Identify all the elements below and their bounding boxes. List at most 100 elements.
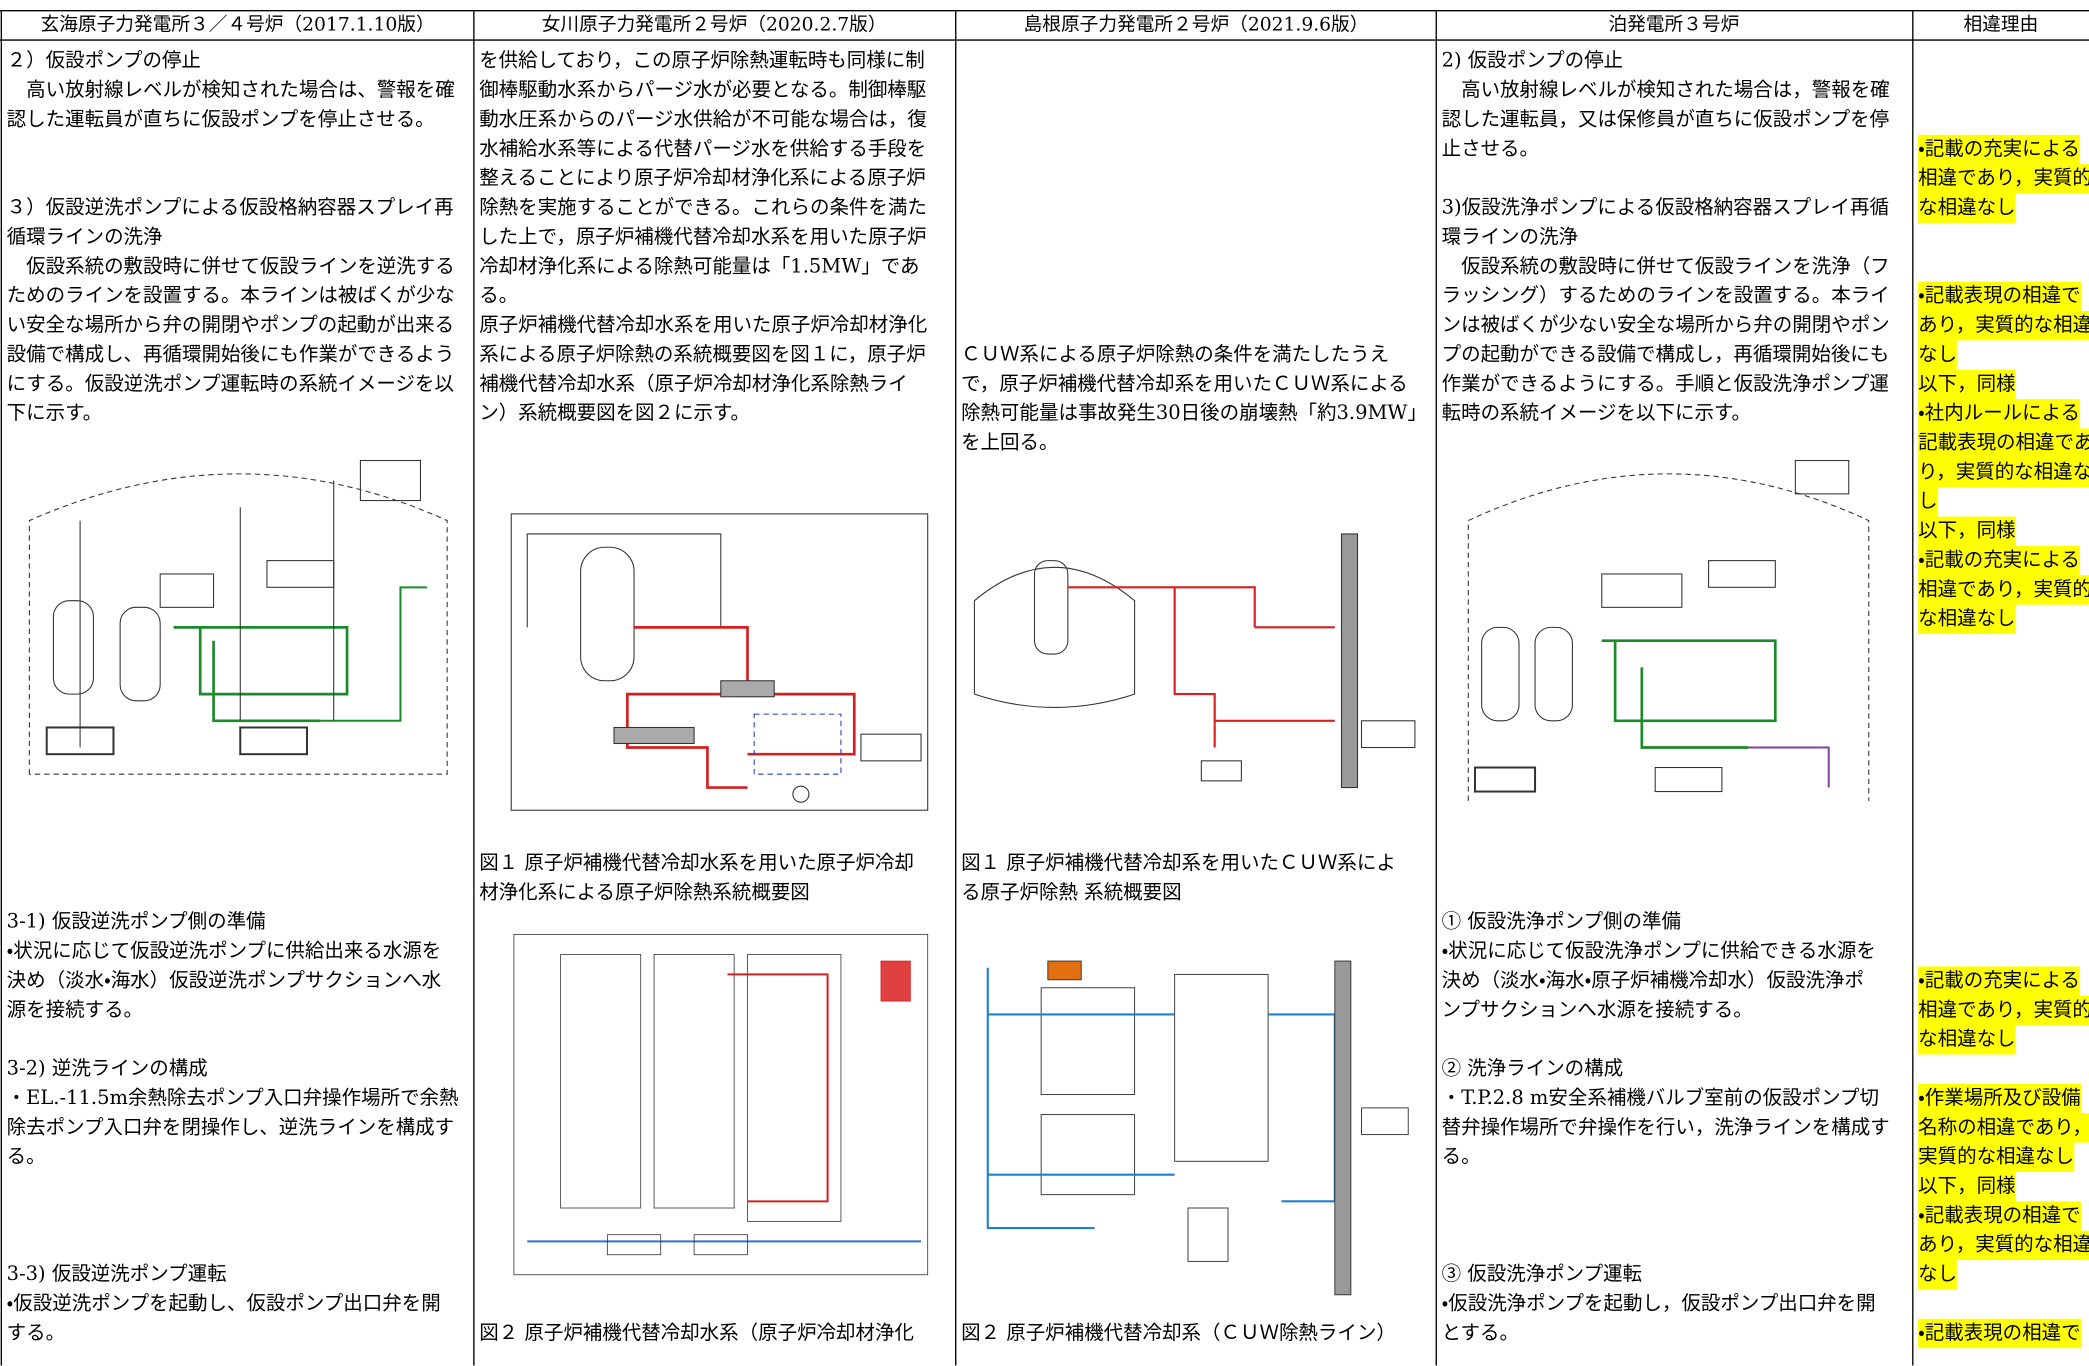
diagram-genkai	[28, 459, 448, 775]
reason-line: 以下，同様	[1918, 1171, 2016, 1202]
text-line: ２）仮設ポンプの停止	[6, 49, 201, 73]
text-line: 3)仮設洗浄ポンプによる仮設格納容器スプレイ再循	[1441, 196, 1889, 219]
column-header: 女川原子力発電所２号炉（2020.2.7版）	[541, 14, 887, 37]
text-line: 3-1) 仮設逆洗ポンプ側の準備	[6, 910, 266, 934]
reason-line: なし	[1918, 340, 1958, 370]
reason-line: 実質的な相違なし	[1918, 1142, 2074, 1172]
text-line: ① 仮設洗浄ポンプ側の準備	[1441, 910, 1681, 934]
text-line: 御棒駆動水系からパージ水が必要となる。制御棒駆	[479, 78, 927, 102]
text-line: 替弁操作場所で弁操作を行い，洗浄ラインを構成す	[1441, 1115, 1890, 1139]
text-line: る。	[479, 284, 519, 308]
diagram-shimane-1	[973, 533, 1416, 789]
reason-line: あり，実質的な相違	[1918, 311, 2089, 341]
diagram-onagawa-1	[510, 513, 929, 811]
reason-line: ・作業場所及び設備	[1918, 1083, 2081, 1114]
reason-line: 相違であり，実質的	[1918, 995, 2089, 1026]
text-line: ためのラインを設置する。本ラインは被ばくが少な	[6, 284, 455, 308]
reason-line: 相違であり，実質的	[1918, 575, 2089, 605]
text-line: を供給しており，この原子炉除熱運転時も同様に制	[479, 49, 925, 73]
text-line: い安全な場所から弁の開閉やポンプの起動が出来る	[6, 313, 455, 337]
text-line: 整えることにより原子炉冷却材浄化系による原子炉	[479, 166, 926, 190]
text-line: ・仮設逆洗ポンプを起動し、仮設ポンプ出口弁を開	[6, 1292, 441, 1315]
text-line: 除熱を実施することができる。これらの条件を満た	[479, 196, 927, 219]
text-line: ３）仮設逆洗ポンプによる仮設格納容器スプレイ再	[6, 196, 454, 219]
reason-line: なし	[1918, 1260, 1958, 1290]
text-line: 認した運転員が直ちに仮設ポンプを停止させる。	[6, 108, 435, 131]
reason-line: り，実質的な相違な	[1918, 457, 2089, 488]
column-header: 相違理由	[1963, 14, 2039, 37]
text-line: を上回る。	[961, 431, 1059, 454]
text-line: ン）系統概要図を図２に示す。	[479, 401, 750, 425]
text-line: ・仮設洗浄ポンプを起動し，仮設ポンプ出口弁を開	[1441, 1292, 1876, 1315]
reason-line: な相違なし	[1918, 604, 2016, 635]
text-line: ンプサクションへ水源を接続する。	[1441, 998, 1753, 1022]
column-header: 島根原子力発電所２号炉（2021.9.6版）	[1023, 14, 1369, 37]
reason-line: 相違であり，実質的	[1918, 164, 2089, 194]
text-line: 設備で構成し、再循環開始後にも作業ができるよう	[6, 343, 455, 366]
text-line: 認した運転員，又は保修員が直ちに仮設ポンプを停	[1441, 108, 1890, 131]
text-line: る。	[6, 1145, 46, 1168]
text-line: 図１ 原子炉補機代替冷却系を用いたＣＵＷ系によ	[961, 851, 1396, 875]
text-line: ラッシング）するためのラインを設置する。本ライ	[1441, 284, 1890, 308]
column-header: 玄海原子力発電所３／４号炉（2017.1.10版）	[40, 14, 435, 37]
text-line: ・T.P.2.8 m安全系補機バルブ室前の仮設ポンプ切	[1441, 1086, 1879, 1110]
text-line: する。	[6, 1321, 66, 1345]
diagram-tomari	[1467, 459, 1870, 801]
text-line: 高い放射線レベルが検知された場合は、警報を確	[6, 78, 455, 102]
text-line: 動水圧系からのパージ水供給が不可能な場合は，復	[479, 108, 927, 131]
text-line: 2) 仮設ポンプの停止	[1441, 49, 1624, 73]
text-line: ・状況に応じて仮設洗浄ポンプに供給できる水源を	[1441, 939, 1876, 963]
text-line: 冷却材浄化系による除熱可能量は「1.5MW」であ	[479, 254, 920, 278]
reason-line: ・記載の充実による	[1918, 966, 2081, 996]
text-line: 下に示す。	[6, 401, 103, 425]
text-line: した上で，原子炉補機代替冷却水系を用いた原子炉	[479, 225, 927, 249]
text-line: 源を接続する。	[6, 998, 144, 1022]
text-line: 3-2) 逆洗ラインの構成	[6, 1057, 208, 1080]
reason-line: 記載表現の相違であ	[1918, 428, 2089, 458]
reason-line: ・記載の充実による	[1918, 134, 2081, 165]
text-line: 決め（淡水・海水）仮設逆洗ポンプサクションへ水	[6, 969, 442, 992]
text-line: 水補給水系等による代替パージ水を供給する手段を	[479, 137, 927, 161]
text-line: る原子炉除熱 系統概要図	[961, 880, 1182, 904]
text-line: 補機代替冷却水系（原子炉冷却材浄化系除熱ライ	[479, 372, 908, 396]
text-line: にする。仮設逆洗ポンプ運転時の系統イメージを以	[6, 372, 454, 396]
text-line: 除去ポンプ入口弁を閉操作し、逆洗ラインを構成す	[6, 1115, 455, 1139]
reason-line: ・社内ルールによる	[1918, 399, 2081, 429]
text-line: 図１ 原子炉補機代替冷却水系を用いた原子炉冷却	[479, 851, 914, 875]
text-line: 図２ 原子炉補機代替冷却水系（原子炉冷却材浄化	[479, 1321, 914, 1345]
table-grid	[0, 10, 2089, 1366]
text-line: ・EL.-11.5m余熱除去ポンプ入口弁操作場所で余熱	[6, 1086, 459, 1110]
text-line: プの起動ができる設備で構成し，再循環開始後にも	[1441, 343, 1890, 366]
reason-line: 名称の相違であり，	[1918, 1113, 2089, 1143]
reason-line: 以下，同様	[1918, 369, 2016, 400]
text-line: 転時の系統イメージを以下に示す。	[1441, 401, 1751, 425]
column-header: 泊発電所３号炉	[1608, 14, 1740, 37]
reason-line: ・記載の充実による	[1918, 545, 2081, 576]
text-line: で，原子炉補機代替冷却系を用いたＣＵＷ系による	[961, 372, 1408, 396]
reason-line: な相違なし	[1918, 193, 2016, 223]
reason-line: ・記載表現の相違で	[1918, 1201, 2081, 1231]
text-line: ③ 仮設洗浄ポンプ運転	[1441, 1262, 1643, 1286]
text-line: 止させる。	[1441, 137, 1540, 161]
text-line: ンは被ばくが少ない安全な場所から弁の開閉やポン	[1441, 313, 1890, 337]
text-line: 材浄化系による原子炉除熱系統概要図	[479, 880, 810, 904]
text-line: 仮設系統の敷設時に併せて仮設ラインを逆洗する	[6, 254, 455, 278]
text-line: る。	[1441, 1145, 1481, 1168]
reason-line: ・記載表現の相違で	[1918, 1318, 2081, 1349]
diagram-onagawa-2	[513, 933, 929, 1276]
text-line: 環ラインの洗浄	[1441, 225, 1578, 249]
text-line: ＣＵＷ系による原子炉除熱の条件を満たしたうえ	[961, 343, 1390, 366]
reason-line: し	[1918, 487, 1938, 517]
text-line: 3-3) 仮設逆洗ポンプ運転	[6, 1262, 227, 1286]
text-line: 循環ラインの洗浄	[6, 225, 163, 249]
text-line: 仮設系統の敷設時に併せて仮設ラインを洗浄（フ	[1441, 254, 1890, 278]
diagram-shimane-2	[986, 960, 1409, 1296]
text-line: 系による原子炉除熱の系統概要図を図１に，原子炉	[479, 343, 926, 366]
text-line: 図２ 原子炉補機代替冷却系（ＣＵＷ除熱ライン）	[961, 1321, 1396, 1345]
reason-line: あり，実質的な相違	[1918, 1230, 2089, 1261]
reason-line: な相違なし	[1918, 1025, 2016, 1055]
reason-line: 以下，同様	[1918, 516, 2016, 546]
